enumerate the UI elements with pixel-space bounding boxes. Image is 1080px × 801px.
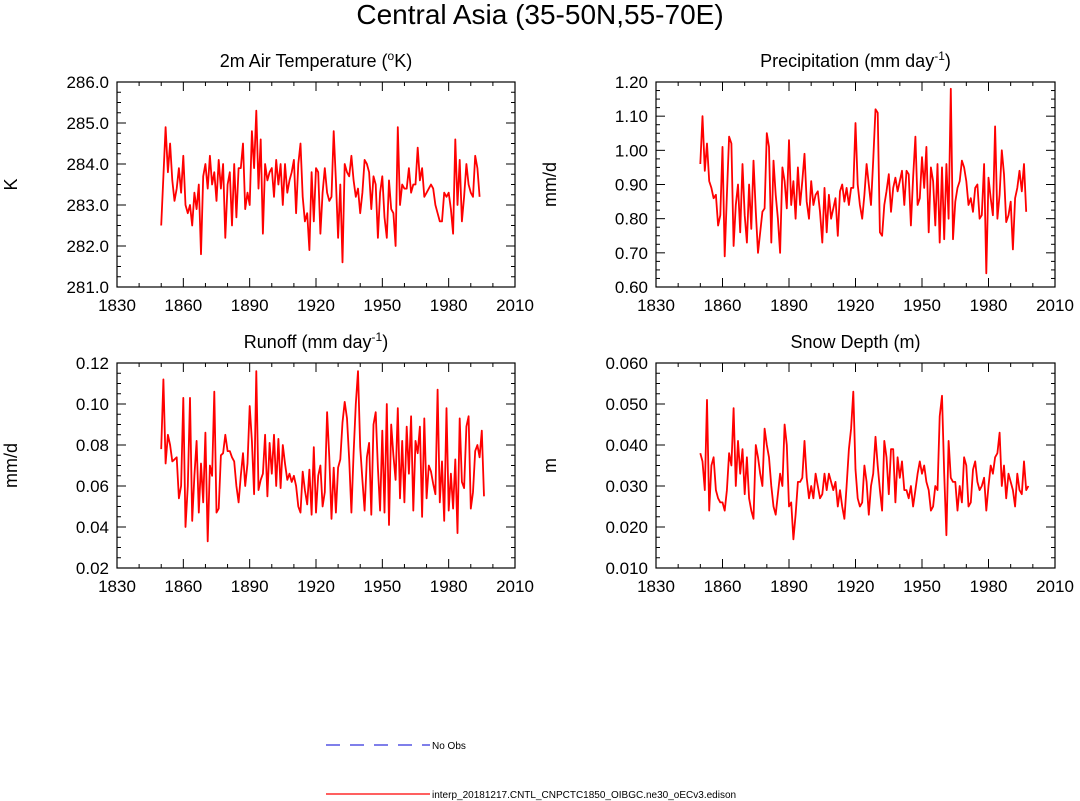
- x-tick-label: 2010: [1036, 577, 1074, 596]
- x-tick-label: 1980: [970, 296, 1008, 315]
- panel-title-units: (: [377, 51, 388, 71]
- legend: No Obs interp_20181217.CNTL_CNPCTC1850_O…: [326, 741, 736, 801]
- y-tick-label: 0.010: [605, 559, 648, 578]
- x-tick-label: 2010: [1036, 296, 1074, 315]
- y-tick-label: 0.06: [76, 477, 109, 496]
- panel-title-units-sup: o: [388, 49, 395, 63]
- y-tick-label: 1.10: [615, 107, 648, 126]
- x-tick-label: 1890: [770, 577, 808, 596]
- x-tick-label: 2010: [496, 296, 534, 315]
- panel-title-units-post: ): [382, 332, 388, 352]
- panel-title-units-post: ): [945, 51, 951, 71]
- x-tick-label: 1830: [98, 577, 136, 596]
- y-tick-label: 0.12: [76, 354, 109, 373]
- y-tick-label: 0.10: [76, 395, 109, 414]
- panel-snow-depth: Snow Depth (m) m 1830 1860 1890 1920 1950 1980 2…: [540, 332, 1074, 596]
- y-tick-label: 0.030: [605, 477, 648, 496]
- series-line-precipitation: [699, 87, 1028, 275]
- legend-label-no-obs: No Obs: [432, 741, 466, 752]
- x-tick-label: 1980: [430, 577, 468, 596]
- y-tick-label: 0.60: [615, 278, 648, 297]
- x-tick-label: 1860: [164, 296, 202, 315]
- y-tick-label: 0.050: [605, 395, 648, 414]
- x-tick-label: 1950: [903, 296, 941, 315]
- x-tick-label: 1920: [297, 296, 335, 315]
- y-tick-label: 0.08: [76, 436, 109, 455]
- x-tick-label: 1890: [231, 577, 269, 596]
- y-tick-label: 1.20: [615, 73, 648, 92]
- x-tick-label: 2010: [496, 577, 534, 596]
- series-line-air-temperature: [160, 109, 481, 264]
- x-tick-label: 1920: [297, 577, 335, 596]
- x-tick-label: 1890: [770, 296, 808, 315]
- panel-title-units: (m): [889, 332, 921, 352]
- panel-title: Snow Depth (m): [790, 332, 920, 352]
- figure-title: Central Asia (35-50N,55-70E): [356, 0, 723, 30]
- x-tick-label: 1830: [637, 296, 675, 315]
- x-tick-label: 1830: [98, 296, 136, 315]
- x-tick-label: 1920: [837, 577, 875, 596]
- x-tick-label: 1950: [363, 296, 401, 315]
- y-tick-label: 286.0: [66, 73, 109, 92]
- panel-title-main: 2m Air Temperature: [220, 51, 377, 71]
- x-tick-label: 1980: [970, 577, 1008, 596]
- x-tick-label: 1860: [704, 577, 742, 596]
- y-tick-label: 0.02: [76, 559, 109, 578]
- panel-runoff: Runoff (mm day-1) mm/d 1830 1860 1890 1920 195…: [1, 330, 534, 596]
- x-tick-label: 1950: [363, 577, 401, 596]
- panel-title-units-sup: -1: [934, 49, 945, 63]
- panel-title-units-sup: -1: [372, 330, 383, 344]
- x-tick-label: 1860: [704, 296, 742, 315]
- panel-title-units: (mm day: [859, 51, 934, 71]
- panel-title-main: Precipitation: [760, 51, 859, 71]
- legend-label-model: interp_20181217.CNTL_CNPCTC1850_OIBGC.ne…: [432, 790, 736, 801]
- x-tick-label: 1920: [837, 296, 875, 315]
- y-tick-label: 0.020: [605, 518, 648, 537]
- y-tick-label: 281.0: [66, 278, 109, 297]
- series-line-snow-depth: [699, 390, 1030, 541]
- y-tick-label: 285.0: [66, 114, 109, 133]
- y-tick-label: 0.060: [605, 354, 648, 373]
- panel-title-main: Snow Depth: [790, 332, 888, 352]
- y-axis-label: mm/d: [1, 443, 21, 488]
- y-axis-label: mm/d: [540, 162, 560, 207]
- y-tick-label: 1.00: [615, 141, 648, 160]
- panel-title-units: (mm day: [297, 332, 372, 352]
- series-line-runoff: [160, 370, 485, 543]
- panel-title-units-post: K): [394, 51, 412, 71]
- x-tick-label: 1830: [637, 577, 675, 596]
- panel-title: Precipitation (mm day-1): [760, 49, 951, 71]
- y-tick-label: 283.0: [66, 196, 109, 215]
- y-tick-label: 0.04: [76, 518, 109, 537]
- panel-precipitation: Precipitation (mm day-1) mm/d 1830 1860 1890…: [540, 49, 1074, 315]
- y-tick-label: 0.80: [615, 210, 648, 229]
- x-tick-label: 1950: [903, 577, 941, 596]
- y-tick-label: 284.0: [66, 155, 109, 174]
- panel-title: 2m Air Temperature (oK): [220, 49, 412, 71]
- y-tick-label: 282.0: [66, 237, 109, 256]
- panel-title: Runoff (mm day-1): [244, 330, 388, 352]
- panel-title-main: Runoff: [244, 332, 298, 352]
- x-tick-label: 1860: [164, 577, 202, 596]
- plot-frame: [655, 81, 1056, 288]
- panel-air-temperature: 2m Air Temperature (oK) K 1830 1860 1890 1920…: [1, 49, 534, 315]
- y-tick-label: 0.040: [605, 436, 648, 455]
- y-axis-label: K: [1, 178, 21, 190]
- y-axis-label: m: [540, 458, 560, 473]
- x-tick-label: 1890: [231, 296, 269, 315]
- x-tick-label: 1980: [430, 296, 468, 315]
- y-tick-label: 0.90: [615, 176, 648, 195]
- y-tick-label: 0.70: [615, 244, 648, 263]
